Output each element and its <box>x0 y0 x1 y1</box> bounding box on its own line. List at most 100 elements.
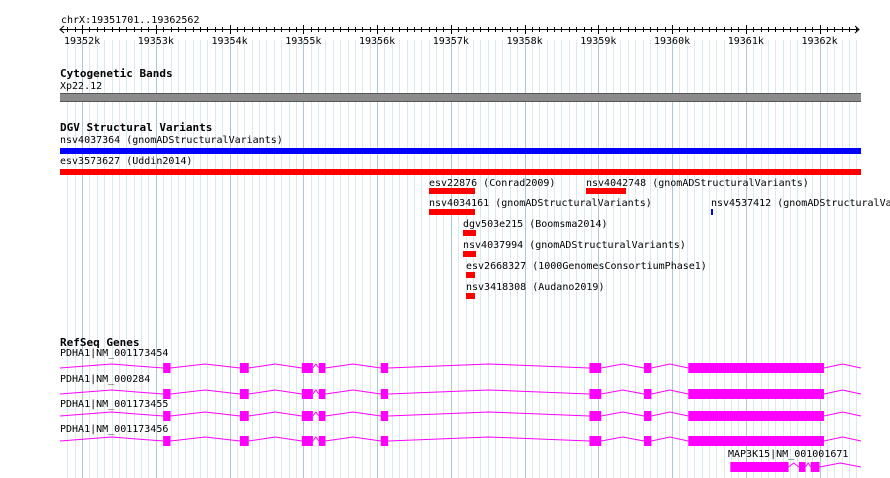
dgv-feature-label: nsv4537412 (gnomADStructuralVariants) <box>711 198 890 209</box>
gene-intron <box>823 411 862 417</box>
ruler-tick-label: 19354k <box>211 36 247 47</box>
gene-intron <box>170 411 240 417</box>
gene-intron <box>248 436 302 442</box>
ruler-tick-label: 19355k <box>285 36 321 47</box>
gene-exon <box>301 436 313 446</box>
gene-intron <box>312 389 320 395</box>
dgv-feature-bar[interactable] <box>429 209 475 215</box>
dgv-feature-bar[interactable] <box>463 230 476 236</box>
gene-intron <box>388 411 590 417</box>
dgv-feature-bar[interactable] <box>466 272 475 278</box>
gene-exon <box>688 389 824 399</box>
ruler-tick-label: 19359k <box>580 36 616 47</box>
gene-exon <box>798 462 806 472</box>
gene-intron <box>312 363 320 369</box>
gene-intron <box>819 462 862 468</box>
dgv-feature-bar[interactable] <box>60 148 861 154</box>
gene-transcript-label: PDHA1|NM_001173454 <box>60 348 169 359</box>
gene-exon <box>301 363 313 373</box>
gene-intron <box>59 411 164 417</box>
dgv-feature-label: nsv4042748 (gnomADStructuralVariants) <box>586 178 809 189</box>
ruler-arrow-left-icon <box>59 25 65 34</box>
gene-intron <box>823 389 862 395</box>
gene-intron <box>170 389 240 395</box>
gene-intron <box>325 363 381 369</box>
gene-exon <box>301 389 313 399</box>
gene-exon <box>644 411 652 421</box>
refseq-track-title: RefSeq Genes <box>60 336 140 349</box>
dgv-feature-label: nsv4034161 (gnomADStructuralVariants) <box>429 198 652 209</box>
gene-exon <box>163 363 171 373</box>
ruler-tick-label: 19356k <box>359 36 395 47</box>
coordinate-ruler[interactable]: 19352k 19353k 19354k 19355k 19356k 19357k 1935… <box>0 0 890 50</box>
dgv-feature-label: nsv4037994 (gnomADStructuralVariants) <box>463 240 686 251</box>
ruler-tick-label: 19360k <box>654 36 690 47</box>
dgv-feature-bar[interactable] <box>429 188 475 194</box>
gene-intron <box>805 462 812 468</box>
gene-transcript-label: PDHA1|NM_001173456 <box>60 424 169 435</box>
gene-exon <box>318 411 326 421</box>
dgv-feature-label: dgv503e215 (Boomsma2014) <box>463 219 608 230</box>
gene-exon <box>163 389 171 399</box>
dgv-feature-label: nsv4037364 (gnomADStructuralVariants) <box>60 135 283 146</box>
gene-intron <box>59 436 164 442</box>
gene-exon <box>644 363 652 373</box>
gene-intron <box>601 389 645 395</box>
gene-intron <box>823 436 862 442</box>
region-label: chrX:19351701..19362562 <box>61 15 200 26</box>
gene-exon <box>239 389 249 399</box>
gene-intron <box>248 363 302 369</box>
gene-exon <box>730 462 789 472</box>
gene-exon <box>318 363 326 373</box>
dgv-feature-label: esv2668327 (1000GenomesConsortiumPhase1) <box>466 261 707 272</box>
gene-transcript-label: PDHA1|NM_001173455 <box>60 399 169 410</box>
gene-exon <box>380 363 389 373</box>
refseq-genes-track <box>59 363 862 472</box>
gene-exon <box>810 462 820 472</box>
gene-exon <box>688 436 824 446</box>
gene-exon <box>318 389 326 399</box>
gene-intron <box>823 363 862 369</box>
gene-intron <box>601 436 645 442</box>
dgv-feature-label: esv3573627 (Uddin2014) <box>60 156 193 167</box>
gene-intron <box>170 436 240 442</box>
gene-intron <box>388 389 590 395</box>
gene-intron <box>651 389 689 395</box>
cytoband-label: Xp22.12 <box>60 81 103 92</box>
gene-transcript-label: MAP3K15|NM_001001671 <box>728 449 849 460</box>
gene-exon <box>301 411 313 421</box>
cytoband-bar[interactable] <box>60 93 861 102</box>
ruler-tick-label: 19353k <box>138 36 174 47</box>
dgv-feature-bar[interactable] <box>466 293 475 299</box>
gene-intron <box>170 363 240 369</box>
ruler-tick-label: 19362k <box>801 36 837 47</box>
gene-exon <box>163 436 171 446</box>
gene-exon <box>688 411 824 421</box>
dgv-feature-label: nsv3418308 (Audano2019) <box>466 282 605 293</box>
gene-exon <box>318 436 326 446</box>
ruler-tick-label: 19352k <box>64 36 100 47</box>
gene-intron <box>601 411 645 417</box>
gene-transcript-label: PDHA1|NM_000284 <box>60 374 151 385</box>
gene-intron <box>312 436 320 442</box>
gene-exon <box>163 411 171 421</box>
gene-intron <box>651 363 689 369</box>
dgv-track-title: DGV Structural Variants <box>60 121 213 134</box>
gene-intron <box>601 363 645 369</box>
gene-intron <box>59 389 164 395</box>
gene-exon <box>589 389 602 399</box>
gene-intron <box>312 411 320 417</box>
gene-intron <box>388 436 590 442</box>
ruler-tick-label: 19357k <box>433 36 469 47</box>
ruler-tick-label: 19361k <box>728 36 764 47</box>
dgv-feature-bar[interactable] <box>586 188 626 194</box>
dgv-feature-bar[interactable] <box>463 251 476 257</box>
dgv-feature-bar[interactable] <box>711 209 713 215</box>
dgv-feature-bar[interactable] <box>60 169 861 175</box>
gene-exon <box>380 389 389 399</box>
ruler-tick-label: 19358k <box>506 36 542 47</box>
gene-exon <box>589 363 602 373</box>
gene-intron <box>59 363 164 369</box>
gene-exon <box>589 436 602 446</box>
